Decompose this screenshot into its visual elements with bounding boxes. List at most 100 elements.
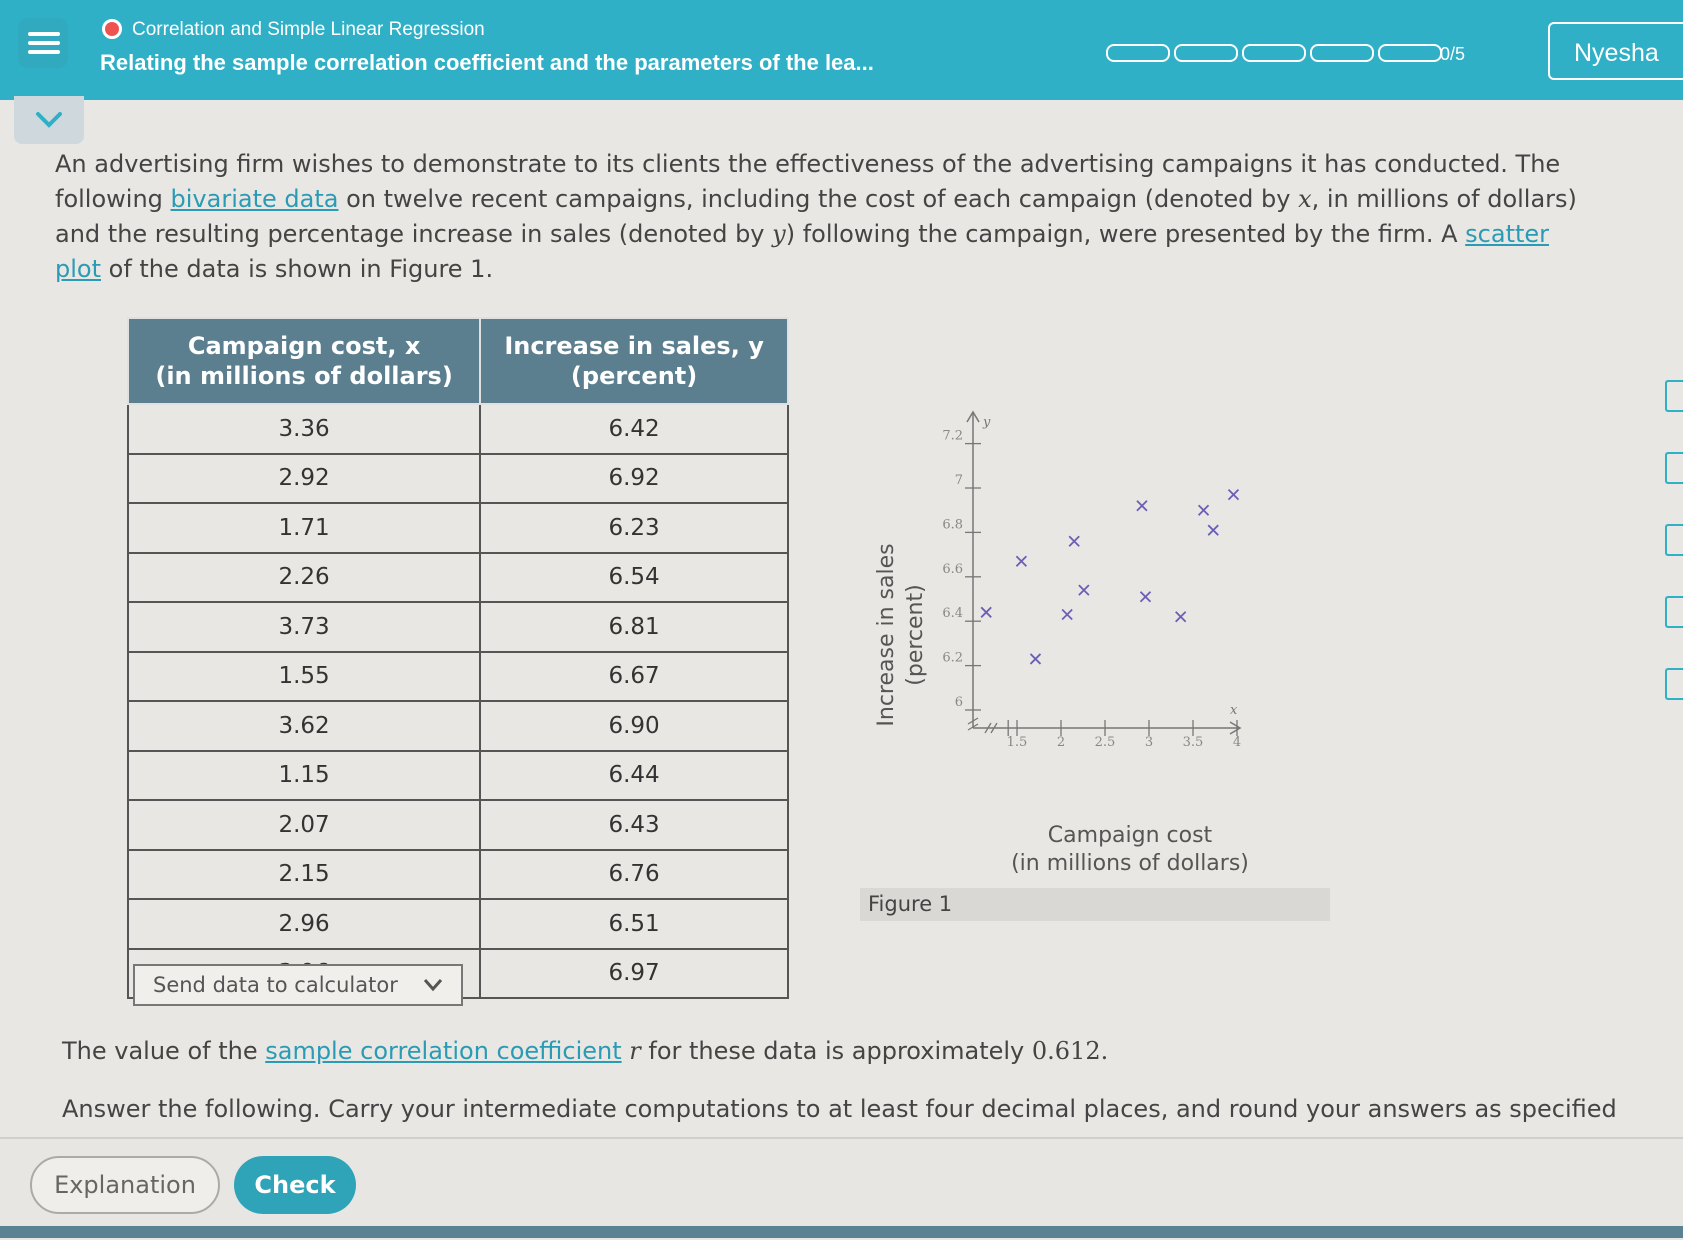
glossary-icon[interactable] [1665,596,1683,628]
column-header-y: Increase in sales, y (percent) [479,317,789,405]
column-header-x: Campaign cost, x (in millions of dollars… [126,317,482,405]
y-tick-label: 6.6 [942,562,963,577]
cell-x: 3.36 [126,403,482,455]
data-point [1029,653,1042,665]
cell-y: 6.54 [479,551,789,603]
table-row: 2.07 6.43 [126,799,789,851]
lesson-title: Relating the sample correlation coeffici… [100,50,874,75]
x-tick-label: 2 [1057,735,1065,750]
cell-y: 6.97 [479,947,789,999]
data-table: Campaign cost, x (in millions of dollars… [126,317,789,999]
cell-y: 6.23 [479,502,789,554]
column-header-y-line2: (percent) [570,362,698,390]
book-icon[interactable] [1665,452,1683,484]
var-r: r [629,1037,641,1065]
table-row: 1.55 6.67 [126,650,789,702]
cell-x: 2.26 [126,551,482,603]
y-tick-label: 6 [955,695,963,710]
table-row: 2.96 6.51 [126,898,789,950]
y-axis-label-line2: (percent) [903,584,928,685]
answer-instructions: Answer the following. Carry your interme… [62,1095,1617,1123]
data-point [1207,524,1219,536]
intro-text: ) following the campaign, were presented… [785,220,1466,248]
send-data-label: Send data to calculator [153,973,398,997]
scatter-plot: Increase in sales (percent) Campaign cos… [874,410,1249,876]
sample-correlation-coefficient-link[interactable]: sample correlation coefficient [265,1037,622,1065]
x-tick-label: 4 [1233,735,1241,750]
y-tick-label: 6.2 [942,651,963,666]
send-data-to-calculator-button[interactable]: Send data to calculator [133,964,463,1006]
explanation-button[interactable]: Explanation [30,1156,220,1214]
progress-count: 0/5 [1440,44,1466,64]
problem-intro: An advertising firm wishes to demonstrat… [55,147,1595,287]
var-x: x [1298,185,1312,213]
menu-icon[interactable] [18,18,68,68]
x-tick-label: 3 [1145,735,1153,750]
x-tick-label: 1.5 [1007,735,1028,750]
topic-title: Correlation and Simple Linear Regression [132,19,485,40]
data-point [1227,489,1240,501]
x-tick-label: 3.5 [1183,735,1204,750]
progress-segment [1242,44,1306,62]
collapse-tab[interactable] [14,96,84,144]
calculator-icon[interactable] [1665,380,1683,412]
data-point [1015,555,1028,567]
data-point [1175,611,1187,623]
data-point [1061,608,1073,621]
footer-strip [0,1226,1683,1238]
cell-y: 6.67 [479,650,789,702]
data-point [1136,500,1148,512]
column-header-x-line1: Campaign cost, x [187,332,421,360]
x-tick-label: 2.5 [1095,735,1116,750]
y-tick-label: 6.8 [942,517,963,532]
progress-segment [1378,44,1442,62]
cell-y: 6.92 [479,452,789,504]
cell-x: 2.07 [126,799,482,851]
y-axis-arrow [966,410,980,423]
y-tick-label: 6.4 [942,606,963,621]
progress-bar [1106,44,1442,62]
cell-x: 1.15 [126,749,482,801]
cell-y: 6.76 [479,848,789,900]
column-header-x-line2: (in millions of dollars) [155,362,453,390]
table-row: 2.92 6.92 [126,452,789,504]
cell-x: 3.62 [126,700,482,752]
cell-x: 3.73 [126,601,482,653]
intro-text: on twelve recent campaigns, including th… [338,185,1299,213]
y-axis-letter: y [982,415,991,430]
chevron-down-icon [423,979,443,992]
bivariate-data-link[interactable]: bivariate data [170,185,339,213]
cell-y: 6.43 [479,799,789,851]
user-menu-button[interactable]: Nyesha [1548,22,1683,80]
side-toolbar [1665,380,1683,740]
intro-text: , in millions of dollars) and the result… [55,185,1577,248]
data-point [1078,584,1090,596]
intro-text: of the data is shown in Figure 1. [101,255,494,283]
data-point [1068,535,1080,547]
corr-text: for these data is approximately [640,1037,1032,1065]
message-icon[interactable] [1665,668,1683,700]
table-row: 1.15 6.44 [126,749,789,801]
cell-x: 2.15 [126,848,482,900]
cell-y: 6.90 [479,700,789,752]
top-bar: Correlation and Simple Linear Regression… [0,0,1683,100]
table-row: 3.62 6.90 [126,700,789,752]
column-header-y-line1: Increase in sales, y [504,332,764,360]
data-icon[interactable] [1665,524,1683,556]
y-tick-label: 7.2 [942,429,963,444]
cell-x: 1.55 [126,650,482,702]
check-button[interactable]: Check [234,1156,356,1214]
progress-segment [1174,44,1238,62]
data-point [1197,504,1210,516]
table-row: 3.73 6.81 [126,601,789,653]
progress-segment [1310,44,1374,62]
y-axis-break [967,723,979,731]
topic-status-icon [102,19,122,39]
corr-value: 0.612. [1031,1037,1109,1065]
x-axis-label-line1: Campaign cost [1048,823,1213,848]
figure-caption: Figure 1 [860,888,1330,921]
correlation-statement: The value of the sample correlation coef… [62,1037,1108,1065]
scatter-plot-link[interactable]: scatter plot [55,220,1550,283]
corr-text: The value of the [62,1037,266,1065]
progress-segment [1106,44,1170,62]
